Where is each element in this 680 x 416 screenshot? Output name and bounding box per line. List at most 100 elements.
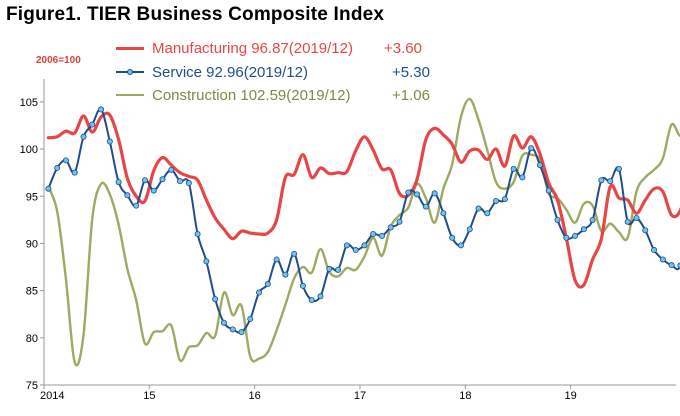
- data-point-service-25: [264, 281, 271, 288]
- legend-swatch-manufacturing: [116, 46, 144, 50]
- data-point-service-69: [651, 247, 658, 254]
- data-point-service-67: [633, 214, 640, 221]
- data-point-service-32: [326, 265, 333, 272]
- legend-entry-construction: Construction 102.59(2019/12) +1.06: [116, 85, 566, 105]
- legend-change-construction: +1.06: [392, 86, 430, 104]
- data-point-service-52: [501, 196, 508, 203]
- data-point-service-1: [54, 164, 61, 171]
- series-line-service: [47, 108, 680, 334]
- data-point-service-64: [607, 178, 614, 185]
- data-point-service-13: [159, 176, 166, 183]
- data-point-service-61: [580, 226, 587, 233]
- data-point-service-33: [335, 266, 342, 273]
- legend-label-manufacturing: Manufacturing 96.87(2019/12): [152, 39, 353, 57]
- series-line-construction: [47, 97, 680, 367]
- data-point-service-22: [238, 329, 245, 336]
- data-point-service-5: [89, 121, 96, 128]
- data-point-service-17: [194, 230, 201, 237]
- data-point-service-49: [475, 205, 482, 212]
- data-point-service-54: [519, 174, 526, 181]
- data-point-service-34: [343, 242, 350, 249]
- data-point-service-3: [71, 169, 78, 176]
- data-point-service-60: [572, 232, 579, 239]
- data-point-service-6: [98, 106, 105, 113]
- data-point-service-63: [598, 177, 605, 184]
- data-point-service-0: [45, 185, 52, 192]
- data-point-service-57: [545, 187, 552, 194]
- data-point-service-35: [352, 247, 359, 254]
- series-line-manufacturing: [46, 111, 680, 289]
- x-tick-label-2014: 2014: [40, 390, 64, 402]
- data-point-service-41: [405, 189, 412, 196]
- data-point-service-43: [422, 203, 429, 210]
- legend-entry-manufacturing: Manufacturing 96.87(2019/12) +3.60: [116, 38, 566, 58]
- data-point-service-65: [615, 165, 622, 172]
- data-point-service-46: [449, 234, 456, 241]
- data-point-service-15: [177, 178, 184, 185]
- y-tick-label-95: 95: [26, 191, 38, 203]
- axes: 75 80 85 90 95 100 105 2014 15 16 17 18 19: [20, 79, 676, 402]
- legend-change-manufacturing: +3.60: [384, 39, 422, 57]
- x-tick-label-17: 17: [354, 390, 366, 402]
- data-point-service-47: [457, 242, 464, 249]
- data-point-service-40: [396, 218, 403, 225]
- series-manufacturing: [46, 111, 680, 289]
- data-point-service-24: [256, 289, 263, 296]
- data-point-service-26: [273, 256, 280, 263]
- data-point-service-72: [677, 262, 680, 269]
- data-point-service-42: [414, 191, 421, 198]
- data-point-service-9: [124, 192, 131, 199]
- y-tick-label-85: 85: [26, 286, 38, 298]
- data-point-service-39: [387, 224, 394, 231]
- data-point-service-45: [440, 210, 447, 217]
- data-point-service-14: [168, 166, 175, 173]
- legend-swatch-service: [116, 69, 144, 75]
- data-point-service-59: [563, 234, 570, 241]
- data-point-service-53: [510, 165, 517, 172]
- data-point-service-68: [642, 227, 649, 234]
- legend-label-construction: Construction 102.59(2019/12): [152, 86, 351, 104]
- legend-swatch-construction: [116, 94, 144, 96]
- data-point-service-12: [150, 187, 157, 194]
- chart-title: Figure1. TIER Business Composite Index: [6, 4, 385, 25]
- data-point-service-29: [299, 282, 306, 289]
- data-point-service-10: [133, 202, 140, 209]
- data-point-service-70: [659, 256, 666, 263]
- y-tick-label-80: 80: [26, 333, 38, 345]
- data-point-service-20: [220, 319, 227, 326]
- base-year-note: 2006=100: [36, 55, 81, 66]
- legend-entry-service: Service 92.96(2019/12) +5.30: [116, 62, 566, 82]
- data-point-service-16: [185, 180, 192, 187]
- x-tick-label-19: 19: [565, 390, 577, 402]
- legend-marker-service: [127, 69, 133, 75]
- data-point-service-7: [106, 138, 113, 145]
- y-tick-label-75: 75: [26, 380, 38, 392]
- data-point-service-50: [484, 210, 491, 217]
- legend-change-service: +5.30: [392, 63, 430, 81]
- y-tick-label-90: 90: [26, 238, 38, 250]
- data-point-service-4: [80, 133, 87, 140]
- legend-label-service: Service 92.96(2019/12): [152, 63, 308, 81]
- data-point-service-23: [247, 315, 254, 322]
- data-point-service-11: [141, 177, 148, 184]
- data-point-service-48: [466, 226, 473, 233]
- data-point-service-44: [431, 190, 438, 197]
- series-service: [45, 106, 680, 336]
- y-tick-label-100: 100: [20, 144, 38, 156]
- data-point-service-58: [554, 216, 561, 223]
- data-point-service-8: [115, 179, 122, 186]
- data-point-service-2: [62, 157, 69, 164]
- data-point-service-55: [528, 145, 535, 152]
- data-point-service-38: [378, 232, 385, 239]
- data-point-service-18: [203, 258, 210, 265]
- data-point-service-28: [291, 250, 298, 257]
- data-point-service-19: [212, 296, 219, 303]
- x-tick-label-18: 18: [459, 390, 471, 402]
- data-point-service-30: [308, 297, 315, 304]
- data-point-service-62: [589, 216, 596, 223]
- data-point-service-36: [361, 242, 368, 249]
- data-point-service-56: [536, 162, 543, 169]
- data-point-service-66: [624, 218, 631, 225]
- data-point-service-27: [282, 271, 289, 278]
